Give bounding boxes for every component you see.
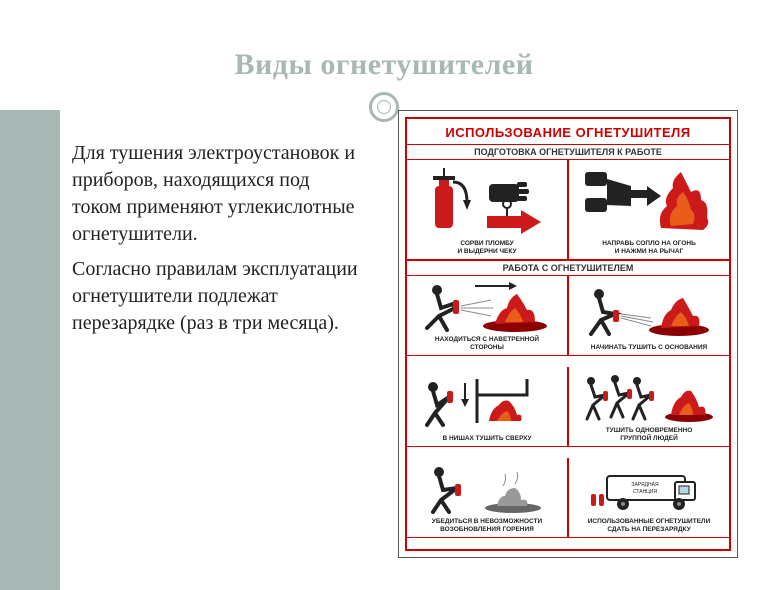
svg-text:ЗАРЯДНАЯ: ЗАРЯДНАЯ: [631, 482, 659, 488]
cell-cap: ТУШИТЬ ОДНОВРЕМЕННОГРУППОЙ ЛЮДЕЙ: [606, 427, 693, 442]
svg-text:СТАНЦИЯ: СТАНЦИЯ: [633, 489, 658, 495]
illus-pull-pin-icon: [411, 164, 563, 238]
cell-cap: НАПРАВЬ СОПЛО НА ОГОНЬИ НАЖМИ НА РЫЧАГ: [602, 240, 696, 255]
illus-recharge-icon: ЗАРЯДНАЯ СТАНЦИЯ: [573, 462, 725, 516]
illus-group-icon: [573, 371, 725, 425]
illus-confirm-icon: [411, 462, 563, 516]
cell-cap: НАХОДИТЬСЯ С НАВЕТРЕННОЙСТОРОНЫ: [435, 336, 539, 351]
slide: Виды огнетушителей Для тушения электроус…: [0, 0, 768, 576]
paragraph-1: Для тушения электроустановок и приборов,…: [72, 140, 362, 248]
cell-from-base: НАЧИНАТЬ ТУШИТЬ С ОСНОВАНИЯ: [568, 276, 729, 356]
cell-recharge: ЗАРЯДНАЯ СТАНЦИЯ ИСПОЛЬЗОВАННЫЕ ОГНЕТУШИ…: [568, 458, 729, 538]
cell-cap: ИСПОЛЬЗОВАННЫЕ ОГНЕТУШИТЕЛИСДАТЬ НА ПЕРЕ…: [588, 518, 711, 533]
cell-cap: В НИШАХ ТУШИТЬ СВЕРХУ: [442, 435, 531, 442]
cell-group: ТУШИТЬ ОДНОВРЕМЕННОГРУППОЙ ЛЮДЕЙ: [568, 367, 729, 447]
grid-work: НАХОДИТЬСЯ С НАВЕТРЕННОЙСТОРОНЫ: [407, 276, 729, 549]
cell-aim-fire: НАПРАВЬ СОПЛО НА ОГОНЬИ НАЖМИ НА РЫЧАГ: [568, 160, 729, 260]
section-2-title: РАБОТА С ОГНЕТУШИТЕЛЕМ: [407, 260, 729, 276]
illus-from-base-icon: [573, 280, 725, 342]
illus-aim-fire-icon: [573, 164, 725, 238]
cell-pull-pin: СОРВИ ПЛОМБУИ ВЫДЕРНИ ЧЕКУ: [407, 160, 568, 260]
poster-inner: ИСПОЛЬЗОВАНИЕ ОГНЕТУШИТЕЛЯ ПОДГОТОВКА ОГ…: [405, 117, 731, 551]
left-accent-strip: [0, 110, 60, 590]
cell-cap: СОРВИ ПЛОМБУИ ВЫДЕРНИ ЧЕКУ: [457, 240, 516, 255]
cell-niche-top: В НИШАХ ТУШИТЬ СВЕРХУ: [407, 367, 568, 447]
illus-niche-top-icon: [411, 371, 563, 433]
slide-title: Виды огнетушителей: [0, 0, 768, 82]
body-text: Для тушения электроустановок и приборов,…: [72, 140, 362, 345]
cell-cap: НАЧИНАТЬ ТУШИТЬ С ОСНОВАНИЯ: [591, 344, 707, 351]
grid-prep: СОРВИ ПЛОМБУИ ВЫДЕРНИ ЧЕКУ: [407, 160, 729, 260]
poster-title: ИСПОЛЬЗОВАНИЕ ОГНЕТУШИТЕЛЯ: [407, 119, 729, 144]
poster-frame: ИСПОЛЬЗОВАНИЕ ОГНЕТУШИТЕЛЯ ПОДГОТОВКА ОГ…: [398, 110, 738, 558]
circle-ornament-icon: [369, 92, 399, 122]
illus-windward-icon: [411, 280, 563, 334]
paragraph-2: Согласно правилам эксплуатации огнетушит…: [72, 256, 362, 337]
cell-windward: НАХОДИТЬСЯ С НАВЕТРЕННОЙСТОРОНЫ: [407, 276, 568, 356]
cell-confirm: УБЕДИТЬСЯ В НЕВОЗМОЖНОСТИВОЗОБНОВЛЕНИЯ Г…: [407, 458, 568, 538]
section-1-title: ПОДГОТОВКА ОГНЕТУШИТЕЛЯ К РАБОТЕ: [407, 144, 729, 160]
cell-cap: УБЕДИТЬСЯ В НЕВОЗМОЖНОСТИВОЗОБНОВЛЕНИЯ Г…: [432, 518, 542, 533]
